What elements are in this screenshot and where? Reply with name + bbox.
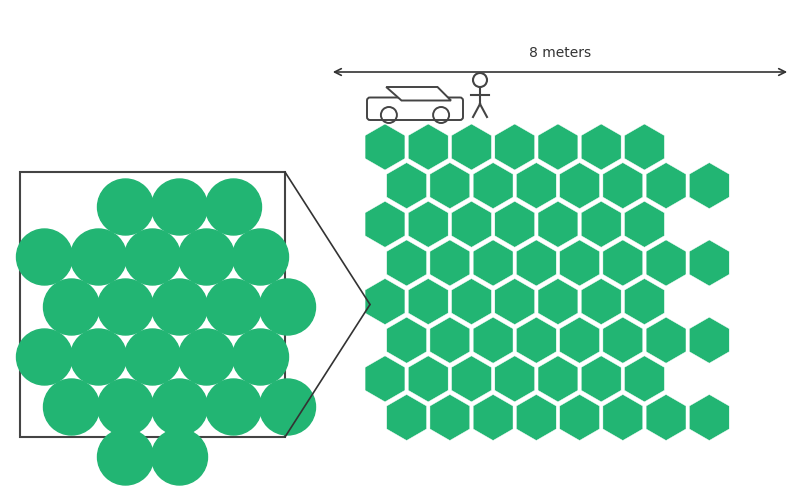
Polygon shape bbox=[365, 278, 405, 325]
Polygon shape bbox=[690, 395, 730, 440]
Polygon shape bbox=[603, 317, 642, 363]
Circle shape bbox=[233, 229, 289, 285]
Circle shape bbox=[233, 329, 289, 385]
Circle shape bbox=[70, 229, 126, 285]
Circle shape bbox=[17, 229, 73, 285]
Circle shape bbox=[151, 379, 207, 435]
Polygon shape bbox=[517, 240, 556, 286]
Polygon shape bbox=[646, 163, 686, 209]
Circle shape bbox=[151, 429, 207, 485]
Polygon shape bbox=[451, 201, 491, 247]
Polygon shape bbox=[495, 278, 534, 325]
Circle shape bbox=[151, 179, 207, 235]
Polygon shape bbox=[625, 278, 664, 325]
Polygon shape bbox=[646, 317, 686, 363]
Polygon shape bbox=[473, 395, 513, 440]
Polygon shape bbox=[386, 395, 426, 440]
Polygon shape bbox=[690, 317, 730, 363]
Polygon shape bbox=[690, 240, 730, 286]
Polygon shape bbox=[538, 356, 578, 402]
Polygon shape bbox=[430, 317, 470, 363]
Circle shape bbox=[98, 429, 154, 485]
Circle shape bbox=[151, 279, 207, 335]
Polygon shape bbox=[408, 278, 448, 325]
Polygon shape bbox=[560, 240, 599, 286]
Polygon shape bbox=[386, 240, 426, 286]
Polygon shape bbox=[582, 278, 621, 325]
Polygon shape bbox=[495, 356, 534, 402]
Circle shape bbox=[206, 179, 262, 235]
Circle shape bbox=[17, 329, 73, 385]
FancyBboxPatch shape bbox=[367, 97, 463, 120]
Polygon shape bbox=[646, 395, 686, 440]
Polygon shape bbox=[451, 278, 491, 325]
Circle shape bbox=[259, 379, 315, 435]
Polygon shape bbox=[430, 395, 470, 440]
Polygon shape bbox=[408, 201, 448, 247]
Polygon shape bbox=[603, 163, 642, 209]
Polygon shape bbox=[582, 201, 621, 247]
Text: 8 meters: 8 meters bbox=[529, 46, 591, 60]
Polygon shape bbox=[473, 240, 513, 286]
Polygon shape bbox=[451, 124, 491, 170]
Polygon shape bbox=[430, 163, 470, 209]
Circle shape bbox=[43, 279, 99, 335]
Polygon shape bbox=[603, 395, 642, 440]
Polygon shape bbox=[473, 317, 513, 363]
Circle shape bbox=[178, 229, 234, 285]
Polygon shape bbox=[517, 395, 556, 440]
Polygon shape bbox=[451, 356, 491, 402]
Polygon shape bbox=[408, 356, 448, 402]
Circle shape bbox=[98, 279, 154, 335]
Circle shape bbox=[70, 329, 126, 385]
Polygon shape bbox=[430, 240, 470, 286]
Polygon shape bbox=[386, 163, 426, 209]
Circle shape bbox=[125, 229, 181, 285]
Bar bbox=[20, 172, 285, 437]
Polygon shape bbox=[386, 317, 426, 363]
Polygon shape bbox=[495, 201, 534, 247]
Polygon shape bbox=[386, 87, 451, 100]
Polygon shape bbox=[625, 201, 664, 247]
Polygon shape bbox=[625, 124, 664, 170]
Polygon shape bbox=[538, 201, 578, 247]
Polygon shape bbox=[560, 163, 599, 209]
Polygon shape bbox=[365, 201, 405, 247]
Polygon shape bbox=[517, 317, 556, 363]
Polygon shape bbox=[538, 278, 578, 325]
Polygon shape bbox=[690, 163, 730, 209]
Circle shape bbox=[125, 329, 181, 385]
Polygon shape bbox=[473, 163, 513, 209]
Polygon shape bbox=[365, 124, 405, 170]
Circle shape bbox=[259, 279, 315, 335]
Circle shape bbox=[206, 279, 262, 335]
Polygon shape bbox=[495, 124, 534, 170]
Polygon shape bbox=[625, 356, 664, 402]
Polygon shape bbox=[582, 356, 621, 402]
Polygon shape bbox=[603, 240, 642, 286]
Polygon shape bbox=[560, 317, 599, 363]
Polygon shape bbox=[517, 163, 556, 209]
Polygon shape bbox=[646, 240, 686, 286]
Polygon shape bbox=[560, 395, 599, 440]
Polygon shape bbox=[538, 124, 578, 170]
Circle shape bbox=[206, 379, 262, 435]
Circle shape bbox=[43, 379, 99, 435]
Circle shape bbox=[98, 379, 154, 435]
Polygon shape bbox=[365, 356, 405, 402]
Polygon shape bbox=[408, 124, 448, 170]
Circle shape bbox=[98, 179, 154, 235]
Circle shape bbox=[178, 329, 234, 385]
Polygon shape bbox=[582, 124, 621, 170]
